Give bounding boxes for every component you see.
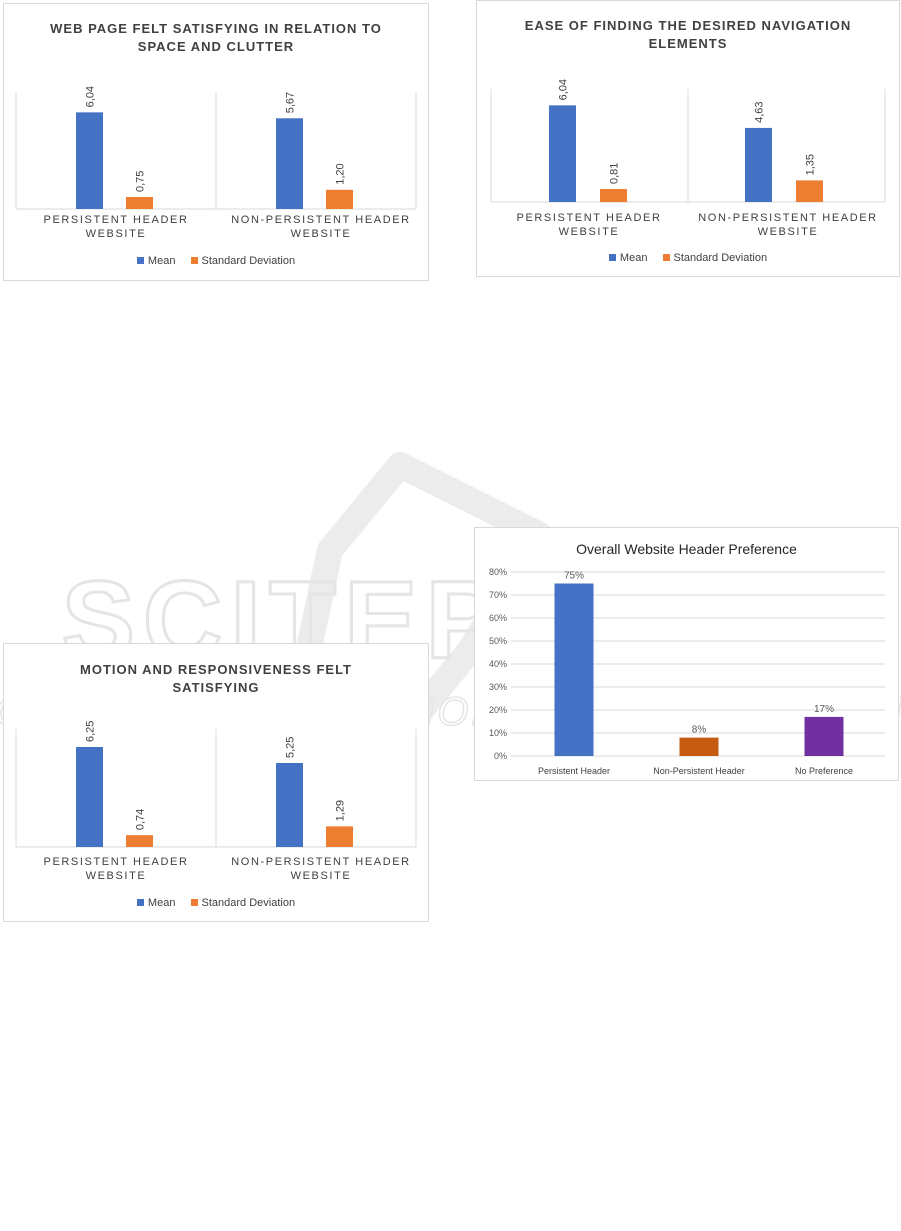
- legend: Mean Standard Deviation: [4, 255, 428, 267]
- bar-mean-0: [76, 747, 103, 847]
- category-label-persistent: PERSISTENT HEADER WEBSITE: [43, 214, 189, 240]
- chart-motion-responsiveness: MOTION AND RESPONSIVENESS FELT SATISFYIN…: [3, 643, 429, 922]
- chart-navigation-ease: EASE OF FINDING THE DESIRED NAVIGATION E…: [476, 0, 900, 277]
- bar-mean-1: [745, 127, 772, 202]
- data-label: 1,20: [335, 163, 347, 184]
- legend-label-std: Standard Deviation: [201, 897, 296, 909]
- bar-std-1: [326, 826, 353, 847]
- category-label-non-persistent: NON-PERSISTENT HEADER WEBSITE: [231, 856, 411, 882]
- bar-2: [804, 716, 844, 756]
- y-tick-label: 80%: [489, 567, 507, 577]
- legend: Mean Standard Deviation: [4, 897, 428, 909]
- y-tick-label: 20%: [489, 705, 507, 715]
- bar-0: [554, 583, 594, 756]
- legend-entry-std: Standard Deviation: [662, 252, 768, 264]
- bar-std-1: [326, 189, 353, 209]
- legend: Mean Standard Deviation: [477, 252, 899, 264]
- legend-label-mean: Mean: [147, 255, 176, 267]
- y-tick-label: 60%: [489, 613, 507, 623]
- legend-label-std: Standard Deviation: [201, 255, 296, 267]
- y-tick-label: 0%: [494, 751, 507, 761]
- bar-mean-0: [76, 112, 103, 209]
- legend-entry-mean: Mean: [136, 255, 176, 267]
- chart-plot: 6,04 5,67 0,75 1,20: [15, 86, 417, 210]
- data-label: 6,04: [558, 79, 570, 100]
- data-label: 5,25: [285, 737, 297, 758]
- chart-title: EASE OF FINDING THE DESIRED NAVIGATION E…: [524, 18, 852, 51]
- category-label: No Preference: [795, 766, 853, 776]
- bar-mean-1: [276, 118, 303, 209]
- legend-label-mean: Mean: [619, 252, 648, 264]
- legend-entry-mean: Mean: [608, 252, 648, 264]
- y-tick-label: 50%: [489, 636, 507, 646]
- data-label: 75%: [564, 571, 584, 582]
- bar-mean-1: [276, 763, 303, 847]
- data-label: 0,81: [609, 163, 621, 184]
- legend-swatch-std: [662, 254, 670, 261]
- bar-std-0: [126, 197, 153, 209]
- legend-label-mean: Mean: [147, 897, 176, 909]
- y-tick-label: 10%: [489, 728, 507, 738]
- data-label: 6,04: [85, 86, 97, 107]
- data-label: 0,75: [135, 171, 147, 192]
- bar-std-1: [796, 180, 823, 202]
- chart-header-preference: Overall Website Header Preference 0% 10% 2…: [474, 527, 899, 781]
- chart-plot: 6,04 4,63 0,81 1,35: [490, 79, 886, 203]
- legend-swatch-mean: [136, 257, 144, 264]
- chart-space-clutter: WEB PAGE FELT SATISFYING IN RELATION TO …: [3, 3, 429, 281]
- chart-title: Overall Website Header Preference: [576, 541, 797, 557]
- chart-plot: 0% 10% 20% 30% 40% 50% 60% 70% 80% 75% Persistent …: [489, 567, 885, 776]
- chart-plot: 6,25 5,25 0,74 1,29: [15, 721, 417, 848]
- category-label-persistent: PERSISTENT HEADER WEBSITE: [516, 212, 662, 238]
- legend-entry-std: Standard Deviation: [190, 255, 296, 267]
- chart-title: MOTION AND RESPONSIVENESS FELT SATISFYIN…: [80, 662, 352, 695]
- legend-entry-mean: Mean: [136, 897, 176, 909]
- data-label: 6,25: [85, 721, 97, 742]
- y-tick-label: 30%: [489, 682, 507, 692]
- data-label: 5,67: [285, 92, 297, 113]
- category-label-non-persistent: NON-PERSISTENT HEADER WEBSITE: [698, 212, 878, 238]
- legend-entry-std: Standard Deviation: [190, 897, 296, 909]
- y-tick-label: 40%: [489, 659, 507, 669]
- bar-1: [679, 737, 719, 756]
- data-label: 8%: [692, 725, 707, 736]
- category-label-persistent: PERSISTENT HEADER WEBSITE: [43, 856, 189, 882]
- legend-swatch-std: [190, 257, 198, 264]
- legend-swatch-mean: [136, 899, 144, 906]
- legend-label-std: Standard Deviation: [673, 252, 768, 264]
- chart-title: WEB PAGE FELT SATISFYING IN RELATION TO …: [50, 21, 382, 54]
- data-label: 0,74: [135, 809, 147, 830]
- bar-mean-0: [549, 105, 576, 202]
- category-label: Persistent Header: [538, 766, 610, 776]
- category-label: Non-Persistent Header: [653, 766, 745, 776]
- bar-std-0: [126, 835, 153, 847]
- data-label: 4,63: [754, 101, 766, 122]
- data-label: 1,35: [805, 154, 817, 175]
- legend-swatch-mean: [608, 254, 616, 261]
- bar-std-0: [600, 189, 627, 202]
- data-label: 17%: [814, 704, 834, 715]
- category-label-non-persistent: NON-PERSISTENT HEADER WEBSITE: [231, 214, 411, 240]
- legend-swatch-std: [190, 899, 198, 906]
- y-tick-label: 70%: [489, 590, 507, 600]
- data-label: 1,29: [335, 800, 347, 821]
